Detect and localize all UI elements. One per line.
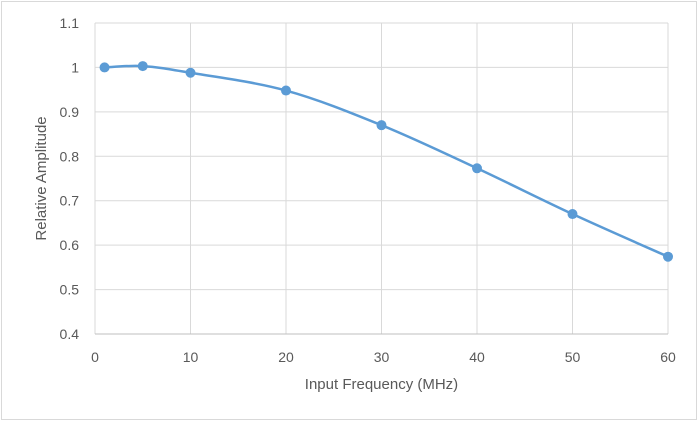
- y-tick-label: 1.1: [60, 15, 80, 31]
- data-point: [663, 251, 673, 262]
- y-tick-label: 0.5: [60, 282, 80, 298]
- x-tick-label: 40: [469, 349, 485, 365]
- data-point: [472, 163, 482, 174]
- series: [99, 61, 673, 262]
- data-point: [567, 209, 578, 220]
- x-tick-label: 30: [374, 349, 390, 365]
- x-tick-label: 60: [660, 349, 676, 365]
- y-tick-label: 0.4: [60, 326, 80, 342]
- gridlines: [94, 22, 669, 335]
- x-tick-label: 0: [91, 349, 99, 365]
- tick-labels: 0.4 0.5 0.6 0.7 0.8 0.9 1 1.1 0 10 20 30 40 50 60: [60, 15, 676, 365]
- data-point: [99, 62, 110, 73]
- data-point: [376, 120, 387, 131]
- x-tick-label: 10: [183, 349, 199, 365]
- y-axis-title: Relative Amplitude: [33, 116, 50, 240]
- data-point: [185, 67, 196, 78]
- data-point: [281, 85, 291, 96]
- x-axis-title: Input Frequency (MHz): [305, 376, 458, 393]
- y-tick-label: 0.9: [60, 104, 80, 120]
- y-tick-label: 0.8: [60, 148, 80, 164]
- series-line: [104, 64, 669, 258]
- y-tick-label: 0.6: [60, 237, 80, 253]
- x-tick-label: 20: [278, 349, 294, 365]
- y-tick-label: 1: [71, 59, 79, 75]
- y-tick-label: 0.7: [60, 193, 80, 209]
- data-point: [137, 61, 148, 72]
- x-tick-label: 50: [565, 349, 581, 365]
